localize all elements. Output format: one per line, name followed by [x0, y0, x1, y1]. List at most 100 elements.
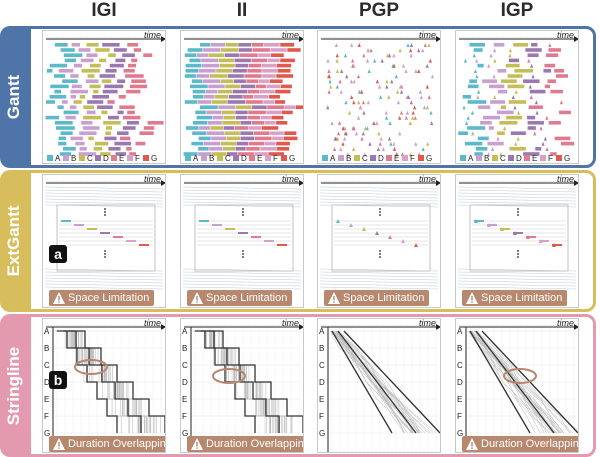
gantt-bar — [218, 89, 233, 94]
station-label-e: E — [319, 395, 324, 404]
gantt-bar — [195, 110, 206, 115]
station-label-b: B — [44, 344, 49, 353]
gantt-bar — [191, 141, 204, 146]
gantt-bar — [246, 79, 259, 83]
gantt-bar — [284, 131, 297, 135]
time-arrow-icon — [574, 180, 578, 186]
event-marker-icon — [392, 141, 396, 146]
gantt-bar — [64, 58, 76, 63]
event-marker-icon — [409, 100, 413, 105]
gantt-bar — [235, 115, 247, 120]
gantt-bar — [510, 131, 526, 135]
space-limitation-text: Space Limitation — [343, 292, 425, 304]
gantt-bar — [245, 100, 263, 104]
gantt-bar — [509, 147, 526, 151]
legend-swatch — [63, 155, 69, 161]
time-label: time — [143, 30, 161, 40]
gantt-bar — [482, 115, 501, 120]
event-marker-icon — [362, 227, 366, 231]
gantt-bar — [95, 48, 110, 52]
legend-item-c: C — [362, 154, 368, 163]
gantt-bar — [258, 53, 271, 57]
gantt-bar — [482, 79, 498, 83]
gantt-bar — [527, 115, 536, 120]
overlap-highlight-ellipse — [503, 368, 537, 384]
gantt-bar — [248, 110, 266, 115]
event-marker-icon — [344, 131, 348, 136]
station-label-g: G — [182, 429, 188, 438]
warning-icon — [191, 292, 203, 304]
event-marker-icon — [351, 58, 355, 63]
gantt-bar — [115, 152, 127, 156]
gantt-bar — [83, 115, 101, 120]
event-marker-icon — [351, 63, 355, 68]
gantt-bar — [60, 131, 73, 135]
event-marker-icon — [401, 239, 405, 243]
gantt-bar — [108, 147, 121, 151]
event-marker-icon — [396, 100, 400, 105]
gantt-bar — [498, 89, 508, 94]
legend-swatch — [460, 155, 466, 161]
gantt-bar — [70, 89, 89, 94]
legend-swatch — [492, 155, 498, 161]
gantt-bar — [210, 43, 226, 47]
gantt-bar — [62, 147, 76, 151]
gantt-bar — [54, 121, 73, 125]
event-marker-icon — [342, 136, 347, 141]
gantt-bar — [467, 84, 479, 89]
gantt-bar — [208, 53, 225, 57]
warning-icon — [466, 438, 478, 450]
gantt-bar — [93, 89, 99, 94]
event-marker-icon — [392, 63, 396, 68]
gantt-bar — [233, 79, 246, 83]
gantt-bar — [247, 89, 260, 94]
space-limitation-text: Space Limitation — [481, 292, 563, 304]
event-marker-icon — [387, 53, 392, 58]
gantt-bar — [236, 141, 249, 146]
gantt-bar — [465, 141, 483, 146]
gantt-bar — [276, 121, 288, 125]
gantt-bar — [493, 43, 505, 47]
gantt-bar — [544, 84, 551, 89]
gantt-bar — [270, 48, 287, 52]
gantt-bar — [58, 141, 67, 146]
legend-item-g: G — [289, 154, 295, 163]
gantt-bar — [287, 48, 301, 52]
gantt-bar — [224, 53, 240, 57]
legend-item-b: B — [209, 154, 214, 163]
gantt-bar — [85, 79, 99, 83]
legend-item-g: G — [564, 154, 570, 163]
gantt-bar — [117, 131, 129, 135]
gantt-bar — [548, 48, 561, 52]
gantt-bar — [54, 43, 68, 47]
gantt-bar — [189, 58, 201, 63]
gantt-bar — [184, 53, 197, 57]
legend-swatch — [354, 155, 360, 161]
gantt-bar — [280, 43, 295, 47]
time-label: time — [556, 30, 574, 40]
gantt-bar — [276, 74, 294, 78]
gantt-bar — [209, 74, 228, 78]
gantt-bar — [527, 121, 544, 125]
event-marker-icon — [418, 89, 422, 94]
gantt-bar — [127, 63, 137, 68]
gantt-bar — [489, 84, 505, 89]
event-marker-icon — [357, 115, 361, 120]
gantt-bar — [192, 131, 207, 135]
event-marker-icon — [327, 69, 331, 73]
gantt-bar — [550, 89, 564, 94]
time-arrow-icon — [161, 324, 165, 330]
gantt-bar — [80, 58, 94, 63]
event-marker-icon — [404, 69, 408, 73]
highlight-trajectory — [331, 330, 393, 434]
legend-item-d: D — [378, 154, 384, 163]
event-marker-icon — [332, 147, 337, 151]
legend-swatch — [281, 155, 287, 161]
gantt-bar — [529, 89, 546, 94]
gantt-bar — [127, 43, 139, 47]
gantt-bar — [237, 152, 254, 156]
